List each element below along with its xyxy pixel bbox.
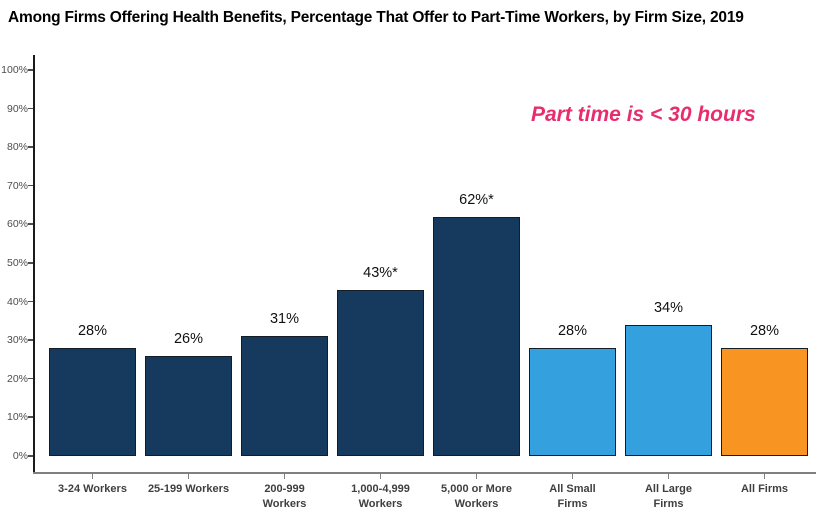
bar-all-small-firms	[529, 347, 616, 456]
x-tick-mark	[475, 474, 478, 479]
x-tick-mark	[571, 474, 574, 479]
chart-title: Among Firms Offering Health Benefits, Pe…	[8, 9, 744, 26]
bar-all-large-firms	[625, 324, 712, 456]
bar-value-label: 26%	[173, 330, 204, 347]
x-tick-mark	[187, 474, 190, 479]
y-tick-mark	[28, 223, 33, 225]
y-tick-label: 10%	[6, 411, 28, 424]
y-tick-label: 0%	[12, 450, 28, 462]
bar-all-firms	[721, 347, 808, 456]
bar-25-199-workers	[145, 355, 232, 456]
x-category-label: 3-24 Workers	[58, 483, 127, 495]
y-tick-mark	[28, 416, 33, 418]
y-tick-mark	[28, 377, 33, 380]
x-category-label: All Firms	[740, 483, 789, 495]
y-tick-mark	[28, 262, 33, 264]
y-tick-label: 40%	[6, 295, 28, 308]
bar-value-label: 31%	[269, 311, 300, 328]
x-category-label: 5,000 or More Workers	[441, 483, 512, 510]
y-tick-label: 50%	[6, 257, 28, 269]
y-tick-label: 70%	[6, 179, 28, 192]
bar-3-24-workers	[49, 347, 136, 456]
x-category-label: All Large Firms	[644, 483, 693, 510]
x-tick-mark	[667, 474, 670, 479]
y-tick-mark	[28, 69, 33, 71]
x-category-label: 200-999 Workers	[262, 483, 307, 510]
y-tick-mark	[28, 455, 33, 457]
y-tick-label: 60%	[6, 218, 28, 231]
y-tick-mark	[28, 184, 33, 187]
x-category-label: 1,000-4,999 Workers	[351, 483, 410, 510]
x-tick-mark	[763, 474, 766, 479]
bar-value-label: 34%	[653, 299, 684, 316]
x-tick-mark	[91, 474, 94, 479]
y-tick-label: 90%	[6, 102, 28, 115]
x-category-label: 25-199 Workers	[147, 483, 230, 495]
y-tick-label: 30%	[6, 334, 28, 347]
bar-value-label: 28%	[557, 322, 588, 339]
bar-value-label: 28%	[749, 322, 780, 339]
bar-value-label: 43%*	[363, 265, 398, 282]
x-category-label: All Small Firms	[549, 483, 596, 510]
y-tick-label: 100%	[1, 64, 28, 76]
bar-value-label: 28%	[77, 322, 108, 339]
y-tick-label: 20%	[6, 372, 28, 385]
y-tick-label: 80%	[6, 141, 28, 154]
bar-value-label: 62%*	[459, 191, 494, 208]
y-tick-mark	[28, 300, 33, 303]
x-axis-line	[33, 472, 816, 474]
x-tick-mark	[283, 474, 286, 479]
annotation-part-time-note: Part time is < 30 hours	[531, 103, 756, 126]
y-tick-mark	[28, 146, 33, 148]
bar-200-999-workers	[241, 336, 328, 456]
y-axis-line	[33, 55, 35, 474]
bar-1,000-4,999-workers	[337, 290, 424, 456]
y-tick-mark	[28, 339, 33, 341]
x-tick-mark	[379, 474, 382, 479]
y-tick-mark	[28, 107, 33, 110]
bar-5,000-or-more-workers	[433, 216, 520, 456]
